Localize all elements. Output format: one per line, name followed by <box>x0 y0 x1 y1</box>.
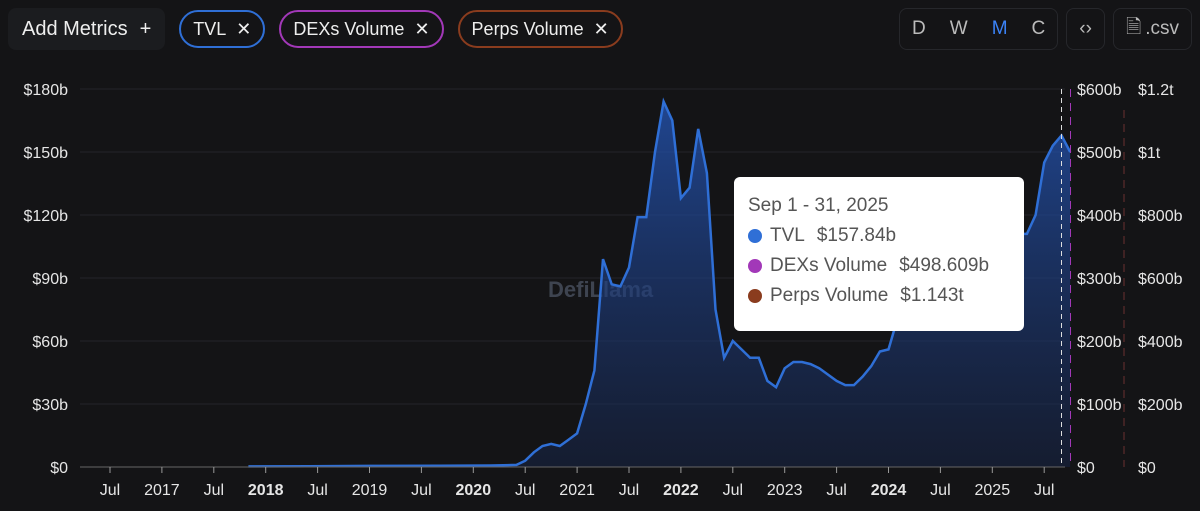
y-left-tick: $0 <box>50 460 68 477</box>
tooltip-date: Sep 1 - 31, 2025 <box>748 195 889 216</box>
metric-label: DEXs Volume <box>293 18 405 39</box>
x-tick-label: 2018 <box>248 482 284 499</box>
y-right1-tick: $200b <box>1077 334 1122 351</box>
tooltip-row-tvl: TVL $157.84b <box>748 225 1010 247</box>
tooltip-row-perps: Perps Volume $1.143t <box>748 285 1010 307</box>
x-tick-label: 2022 <box>663 482 699 499</box>
row-label: Perps Volume <box>770 285 889 306</box>
y-right2-tick: $200b <box>1138 397 1183 414</box>
x-tick-label: Jul <box>723 482 743 499</box>
x-tick-label: 2023 <box>767 482 803 499</box>
y-right1-tick: $600b <box>1077 82 1122 99</box>
x-tick-label: Jul <box>204 482 224 499</box>
add-metrics-label: Add Metrics <box>22 17 128 40</box>
tooltip-row-dexs: DEXs Volume $498.609b <box>748 255 1010 277</box>
metric-pill-perps-volume[interactable]: Perps Volume ✕ <box>457 10 623 48</box>
row-value: $498.609b <box>899 255 990 276</box>
y-right1-tick: $500b <box>1077 145 1122 162</box>
x-tick-label: Jul <box>307 482 327 499</box>
metric-label: TVL <box>193 18 227 39</box>
add-metrics-button[interactable]: Add Metrics + <box>8 8 166 50</box>
x-tick-label: Jul <box>930 482 950 499</box>
x-tick-label: 2021 <box>559 482 595 499</box>
metric-pill-dexs-volume[interactable]: DEXs Volume ✕ <box>279 10 444 48</box>
y-left-tick: $30b <box>32 397 68 414</box>
row-label: TVL <box>770 225 805 246</box>
interval-d[interactable]: D <box>912 18 926 39</box>
close-icon[interactable]: ✕ <box>593 18 609 39</box>
row-label: DEXs Volume <box>770 255 888 276</box>
toolbar: Add Metrics + TVL ✕ DEXs Volume ✕ Perps Vo… <box>8 8 1192 50</box>
x-tick-label: Jul <box>619 482 639 499</box>
y-right2-tick: $1t <box>1138 145 1161 162</box>
embed-button[interactable]: ‹› <box>1066 8 1105 50</box>
plus-icon: + <box>139 17 152 40</box>
x-tick-label: 2017 <box>144 482 180 499</box>
perps-dot <box>748 289 762 303</box>
y-left-tick: $90b <box>32 271 68 288</box>
tooltip: Sep 1 - 31, 2025 TVL $157.84b DEXs Volume… <box>734 177 1024 331</box>
y-right2-tick: $0 <box>1138 460 1156 477</box>
metric-pill-tvl[interactable]: TVL ✕ <box>179 10 266 48</box>
interval-w[interactable]: W <box>949 18 968 39</box>
y-right2-tick: $400b <box>1138 334 1183 351</box>
code-icon: ‹› <box>1079 18 1092 39</box>
x-tick-label: 2025 <box>975 482 1011 499</box>
x-tick-label: Jul <box>1034 482 1054 499</box>
y-left-tick: $120b <box>24 208 69 225</box>
interval-m[interactable]: M <box>991 18 1008 39</box>
y-right2-tick: $600b <box>1138 271 1183 288</box>
x-tick-label: Jul <box>515 482 535 499</box>
interval-selector: D W M C <box>899 8 1059 50</box>
x-tick-label: 2024 <box>871 482 907 499</box>
x-tick-label: Jul <box>100 482 120 499</box>
tvl-dot <box>748 229 762 243</box>
close-icon[interactable]: ✕ <box>414 18 430 39</box>
y-left-tick: $150b <box>24 145 69 162</box>
x-tick-label: Jul <box>826 482 846 499</box>
dexs-dot <box>748 259 762 273</box>
row-value: $1.143t <box>900 285 964 306</box>
csv-label: .csv <box>1145 18 1179 39</box>
x-tick-label: Jul <box>411 482 431 499</box>
x-tick-label: 2020 <box>456 482 492 499</box>
y-right1-tick: $100b <box>1077 397 1122 414</box>
interval-c[interactable]: C <box>1031 18 1046 39</box>
y-right1-tick: $300b <box>1077 271 1122 288</box>
csv-button[interactable]: 🗎 .csv <box>1112 8 1192 50</box>
row-value: $157.84b <box>816 225 897 246</box>
file-download-icon: 🗎 <box>1125 17 1142 38</box>
y-left-tick: $60b <box>32 334 68 351</box>
x-tick-label: 2019 <box>352 482 388 499</box>
metric-label: Perps Volume <box>471 18 584 39</box>
close-icon[interactable]: ✕ <box>236 18 252 39</box>
y-right1-tick: $400b <box>1077 208 1122 225</box>
y-right2-tick: $800b <box>1138 208 1183 225</box>
y-right1-tick: $0 <box>1077 460 1095 477</box>
y-right2-tick: $1.2t <box>1138 82 1174 99</box>
y-left-tick: $180b <box>24 82 69 99</box>
